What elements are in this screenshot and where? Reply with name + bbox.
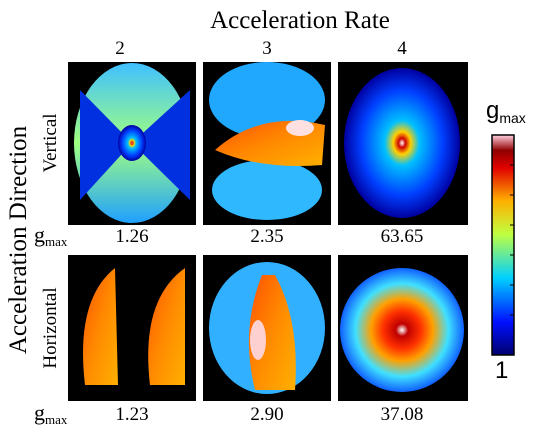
title: Acceleration Rate: [210, 7, 390, 34]
gmax-symbol: gmax: [34, 222, 68, 249]
row-label: Horizontal: [40, 287, 61, 368]
figure: Acceleration Rate 2 3 4 Acceleration Dir…: [0, 0, 533, 430]
colorbar-min: 1: [495, 357, 508, 384]
gmax-value: 1.23: [115, 404, 148, 425]
column-label: 4: [397, 38, 407, 59]
row-label: Vertical: [40, 113, 61, 172]
gmax-symbol: gmax: [34, 400, 68, 427]
gmax-value: 1.26: [115, 226, 148, 247]
column-label: 2: [115, 38, 125, 59]
gmax-value: 2.35: [250, 226, 283, 247]
y-title: Acceleration Direction: [5, 125, 32, 354]
gmax-value: 37.08: [381, 404, 424, 425]
colorbar: [492, 135, 514, 355]
gmax-value: 2.90: [250, 404, 283, 425]
column-label: 3: [262, 38, 272, 59]
map-images: [68, 62, 468, 225]
map-images: [68, 255, 468, 401]
gmax-value: 63.65: [381, 226, 424, 247]
colorbar-label: gmax: [486, 97, 526, 126]
